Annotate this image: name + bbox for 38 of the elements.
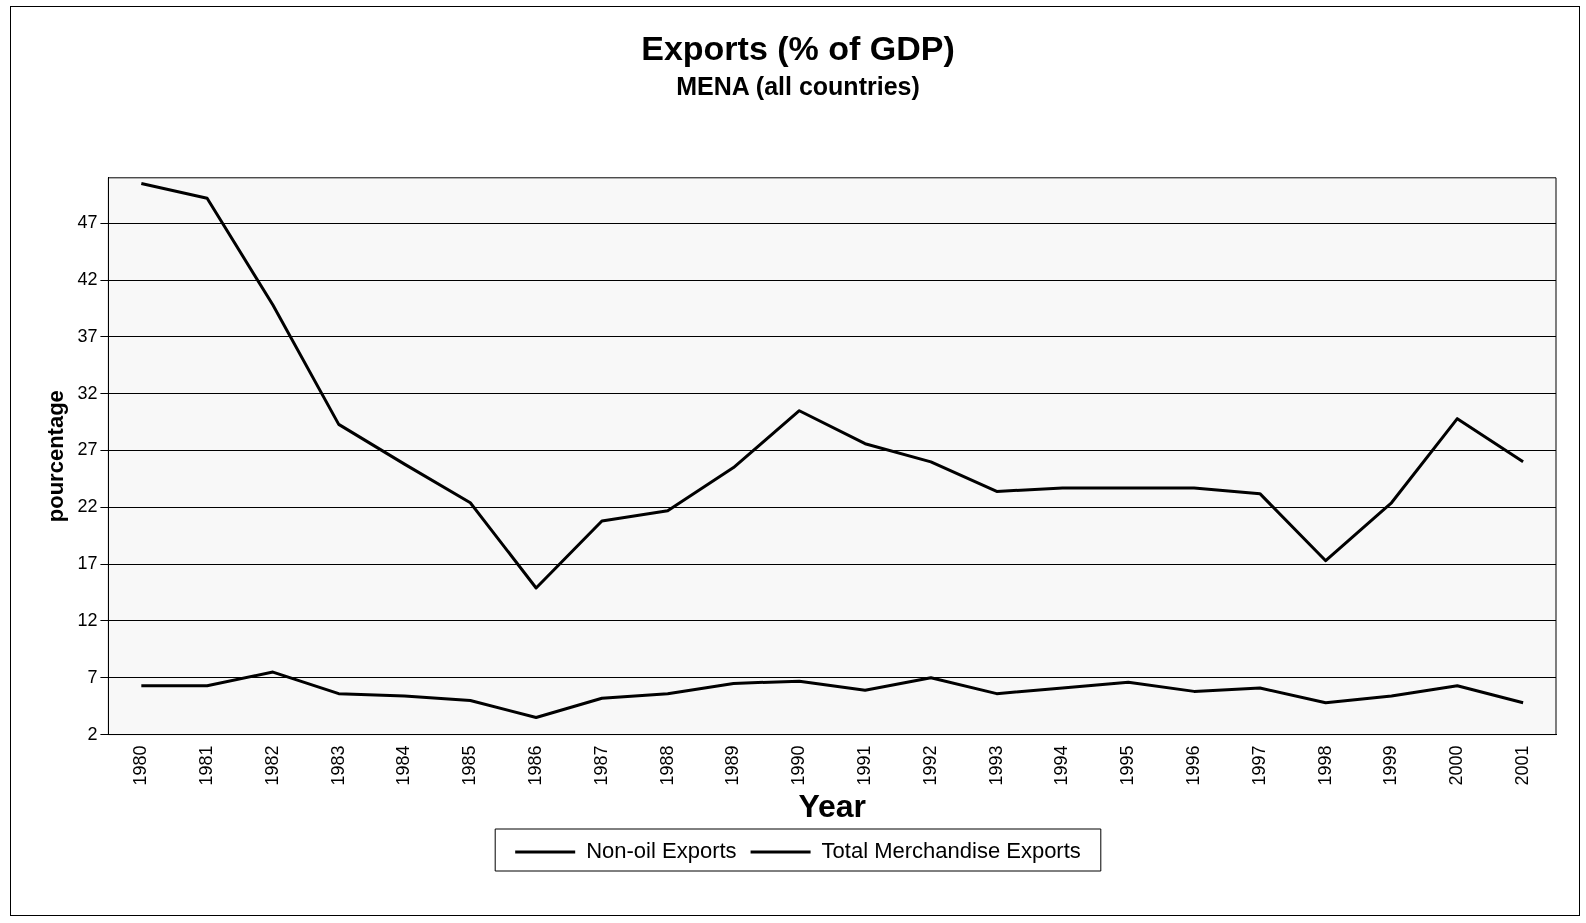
x-tick-label: 1991: [854, 745, 875, 786]
y-axis-title: pourcentage: [43, 390, 69, 523]
x-tick-label: 1988: [656, 745, 677, 786]
x-tick-label: 1990: [788, 745, 809, 786]
legend-label: Non-oil Exports: [586, 838, 737, 864]
y-tick-label: 7: [87, 666, 98, 687]
y-tick-label: 22: [77, 496, 98, 517]
x-tick-label: 1999: [1380, 745, 1401, 786]
x-tick-label: 1989: [722, 745, 743, 786]
y-tick-label: 37: [77, 325, 98, 346]
x-tick-label: 1995: [1117, 745, 1138, 786]
x-tick-label: 1987: [590, 745, 611, 786]
x-tick-label: 1998: [1314, 745, 1335, 786]
y-tick-label: 27: [77, 439, 98, 460]
x-tick-label: 1994: [1051, 745, 1072, 786]
x-tick-label: 2000: [1446, 745, 1467, 786]
y-tick-label: 42: [77, 269, 98, 290]
x-tick-label: 1986: [525, 745, 546, 786]
y-tick-label: 2: [87, 723, 98, 744]
y-tick-label: 17: [77, 553, 98, 574]
x-tick-label: 2001: [1512, 745, 1533, 786]
x-tick-label: 1985: [459, 745, 480, 786]
y-tick-label: 32: [77, 382, 98, 403]
x-tick-label: 1982: [261, 745, 282, 786]
x-tick-label: 1996: [1183, 745, 1204, 786]
chart-title: Exports (% of GDP): [641, 28, 955, 67]
x-tick-label: 1983: [327, 745, 348, 786]
x-axis-title: Year: [798, 787, 867, 824]
x-tick-label: 1997: [1248, 745, 1269, 786]
legend-label: Total Merchandise Exports: [821, 838, 1081, 864]
x-tick-label: 1981: [196, 745, 217, 786]
chart-subtitle: MENA (all countries): [676, 71, 920, 100]
y-tick-label: 12: [77, 609, 98, 630]
x-tick-label: 1992: [919, 745, 940, 786]
x-tick-label: 1984: [393, 745, 414, 786]
y-tick-label: 47: [77, 212, 98, 233]
x-tick-label: 1980: [130, 745, 151, 786]
x-tick-label: 1993: [985, 745, 1006, 786]
